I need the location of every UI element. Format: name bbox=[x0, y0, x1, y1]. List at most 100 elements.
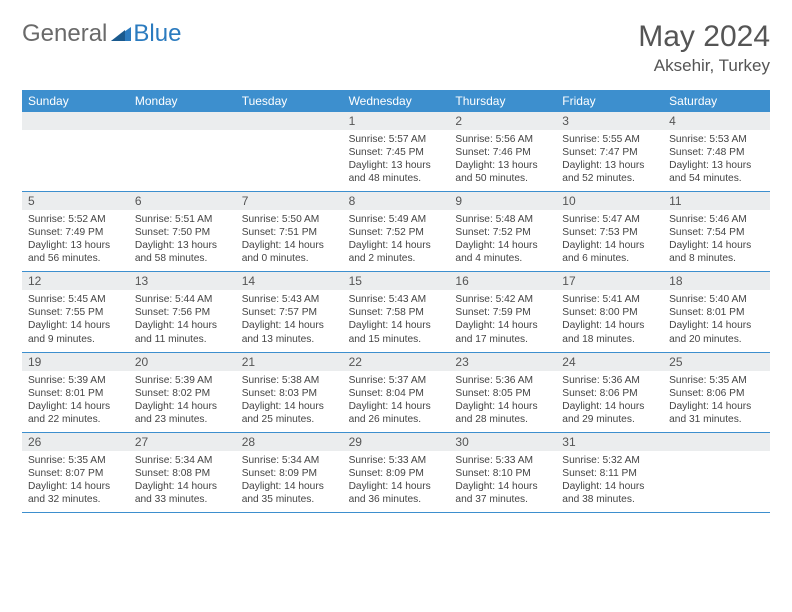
daylight-line: Daylight: 14 hours and 26 minutes. bbox=[349, 400, 444, 426]
sunset-line: Sunset: 7:58 PM bbox=[349, 306, 444, 319]
day-cell: 14Sunrise: 5:43 AMSunset: 7:57 PMDayligh… bbox=[236, 272, 343, 351]
weekday-header: Friday bbox=[556, 90, 663, 112]
daylight-line: Daylight: 13 hours and 54 minutes. bbox=[669, 159, 764, 185]
sunrise-line: Sunrise: 5:51 AM bbox=[135, 213, 230, 226]
sunset-line: Sunset: 8:02 PM bbox=[135, 387, 230, 400]
day-cell: 1Sunrise: 5:57 AMSunset: 7:45 PMDaylight… bbox=[343, 112, 450, 191]
sunset-line: Sunset: 7:52 PM bbox=[455, 226, 550, 239]
daylight-line: Daylight: 14 hours and 37 minutes. bbox=[455, 480, 550, 506]
week-row: 1Sunrise: 5:57 AMSunset: 7:45 PMDaylight… bbox=[22, 112, 770, 192]
sunset-line: Sunset: 8:01 PM bbox=[28, 387, 123, 400]
sunrise-line: Sunrise: 5:36 AM bbox=[562, 374, 657, 387]
day-cell: 12Sunrise: 5:45 AMSunset: 7:55 PMDayligh… bbox=[22, 272, 129, 351]
day-number: 3 bbox=[556, 112, 663, 130]
daylight-line: Daylight: 14 hours and 32 minutes. bbox=[28, 480, 123, 506]
daylight-line: Daylight: 14 hours and 35 minutes. bbox=[242, 480, 337, 506]
weekday-header-row: SundayMondayTuesdayWednesdayThursdayFrid… bbox=[22, 90, 770, 112]
sunrise-line: Sunrise: 5:56 AM bbox=[455, 133, 550, 146]
day-cell: 5Sunrise: 5:52 AMSunset: 7:49 PMDaylight… bbox=[22, 192, 129, 271]
sunrise-line: Sunrise: 5:33 AM bbox=[349, 454, 444, 467]
day-cell: 28Sunrise: 5:34 AMSunset: 8:09 PMDayligh… bbox=[236, 433, 343, 512]
day-cell: 30Sunrise: 5:33 AMSunset: 8:10 PMDayligh… bbox=[449, 433, 556, 512]
sunrise-line: Sunrise: 5:39 AM bbox=[135, 374, 230, 387]
day-cell: 15 Sunrise: 5:43 AMSunset: 7:58 PMDayligh… bbox=[343, 272, 450, 351]
sunrise-line: Sunrise: 5:42 AM bbox=[455, 293, 550, 306]
day-cell: 24 Sunrise: 5:36 AMSunset: 8:06 PMDayligh… bbox=[556, 353, 663, 432]
sunset-line: Sunset: 7:46 PM bbox=[455, 146, 550, 159]
sunrise-line: Sunrise: 5:38 AM bbox=[242, 374, 337, 387]
header: General Blue May 2024 Aksehir, Turkey bbox=[22, 20, 770, 76]
day-number: 22 bbox=[343, 353, 450, 371]
daylight-line: Daylight: 13 hours and 50 minutes. bbox=[455, 159, 550, 185]
sunrise-line: Sunrise: 5:48 AM bbox=[455, 213, 550, 226]
sunset-line: Sunset: 8:06 PM bbox=[562, 387, 657, 400]
day-cell: 20Sunrise: 5:39 AMSunset: 8:02 PMDayligh… bbox=[129, 353, 236, 432]
title-block: May 2024 Aksehir, Turkey bbox=[638, 20, 770, 76]
day-cell: 6Sunrise: 5:51 AMSunset: 7:50 PMDaylight… bbox=[129, 192, 236, 271]
daylight-line: Daylight: 14 hours and 29 minutes. bbox=[562, 400, 657, 426]
day-number: 15 bbox=[343, 272, 450, 290]
sunrise-line: Sunrise: 5:41 AM bbox=[562, 293, 657, 306]
sunset-line: Sunset: 7:53 PM bbox=[562, 226, 657, 239]
day-cell: 8Sunrise: 5:49 AMSunset: 7:52 PMDaylight… bbox=[343, 192, 450, 271]
day-number: 6 bbox=[129, 192, 236, 210]
sunset-line: Sunset: 7:45 PM bbox=[349, 146, 444, 159]
day-cell: 31Sunrise: 5:32 AMSunset: 8:11 PMDayligh… bbox=[556, 433, 663, 512]
daylight-line: Daylight: 14 hours and 22 minutes. bbox=[28, 400, 123, 426]
day-cell: 18Sunrise: 5:40 AMSunset: 8:01 PMDayligh… bbox=[663, 272, 770, 351]
daylight-line: Daylight: 14 hours and 23 minutes. bbox=[135, 400, 230, 426]
day-number: 10 bbox=[556, 192, 663, 210]
sunrise-line: Sunrise: 5:43 AM bbox=[349, 293, 444, 306]
day-number: 19 bbox=[22, 353, 129, 371]
week-row: 26Sunrise: 5:35 AMSunset: 8:07 PMDayligh… bbox=[22, 433, 770, 513]
daylight-line: Daylight: 14 hours and 33 minutes. bbox=[135, 480, 230, 506]
daylight-line: Daylight: 14 hours and 0 minutes. bbox=[242, 239, 337, 265]
sunset-line: Sunset: 7:48 PM bbox=[669, 146, 764, 159]
day-number: 28 bbox=[236, 433, 343, 451]
sunset-line: Sunset: 8:09 PM bbox=[349, 467, 444, 480]
weekday-header: Wednesday bbox=[343, 90, 450, 112]
sunrise-line: Sunrise: 5:35 AM bbox=[669, 374, 764, 387]
day-number: 26 bbox=[22, 433, 129, 451]
day-number: 30 bbox=[449, 433, 556, 451]
sunset-line: Sunset: 8:03 PM bbox=[242, 387, 337, 400]
day-number: 7 bbox=[236, 192, 343, 210]
day-number: 14 bbox=[236, 272, 343, 290]
daylight-line: Daylight: 14 hours and 6 minutes. bbox=[562, 239, 657, 265]
day-number: 29 bbox=[343, 433, 450, 451]
sunrise-line: Sunrise: 5:57 AM bbox=[349, 133, 444, 146]
weekday-header: Saturday bbox=[663, 90, 770, 112]
daylight-line: Daylight: 14 hours and 17 minutes. bbox=[455, 319, 550, 345]
daylight-line: Daylight: 14 hours and 4 minutes. bbox=[455, 239, 550, 265]
sunrise-line: Sunrise: 5:37 AM bbox=[349, 374, 444, 387]
day-number bbox=[129, 112, 236, 130]
sunrise-line: Sunrise: 5:40 AM bbox=[669, 293, 764, 306]
day-cell: 16Sunrise: 5:42 AMSunset: 7:59 PMDayligh… bbox=[449, 272, 556, 351]
day-cell: 7Sunrise: 5:50 AMSunset: 7:51 PMDaylight… bbox=[236, 192, 343, 271]
sunrise-line: Sunrise: 5:45 AM bbox=[28, 293, 123, 306]
daylight-line: Daylight: 14 hours and 38 minutes. bbox=[562, 480, 657, 506]
week-row: 12Sunrise: 5:45 AMSunset: 7:55 PMDayligh… bbox=[22, 272, 770, 352]
daylight-line: Daylight: 14 hours and 11 minutes. bbox=[135, 319, 230, 345]
sunrise-line: Sunrise: 5:53 AM bbox=[669, 133, 764, 146]
sunset-line: Sunset: 7:56 PM bbox=[135, 306, 230, 319]
day-number: 23 bbox=[449, 353, 556, 371]
day-cell: 21Sunrise: 5:38 AMSunset: 8:03 PMDayligh… bbox=[236, 353, 343, 432]
day-number: 27 bbox=[129, 433, 236, 451]
day-cell: 17Sunrise: 5:41 AMSunset: 8:00 PMDayligh… bbox=[556, 272, 663, 351]
daylight-line: Daylight: 14 hours and 31 minutes. bbox=[669, 400, 764, 426]
sunset-line: Sunset: 8:05 PM bbox=[455, 387, 550, 400]
day-number: 21 bbox=[236, 353, 343, 371]
day-cell bbox=[663, 433, 770, 512]
day-cell: 10Sunrise: 5:47 AMSunset: 7:53 PMDayligh… bbox=[556, 192, 663, 271]
day-cell: 4Sunrise: 5:53 AMSunset: 7:48 PMDaylight… bbox=[663, 112, 770, 191]
day-number: 12 bbox=[22, 272, 129, 290]
daylight-line: Daylight: 14 hours and 15 minutes. bbox=[349, 319, 444, 345]
day-number: 13 bbox=[129, 272, 236, 290]
day-number: 5 bbox=[22, 192, 129, 210]
daylight-line: Daylight: 14 hours and 9 minutes. bbox=[28, 319, 123, 345]
day-cell: 29Sunrise: 5:33 AMSunset: 8:09 PMDayligh… bbox=[343, 433, 450, 512]
sunset-line: Sunset: 7:54 PM bbox=[669, 226, 764, 239]
day-cell: 9Sunrise: 5:48 AMSunset: 7:52 PMDaylight… bbox=[449, 192, 556, 271]
day-number: 24 bbox=[556, 353, 663, 371]
